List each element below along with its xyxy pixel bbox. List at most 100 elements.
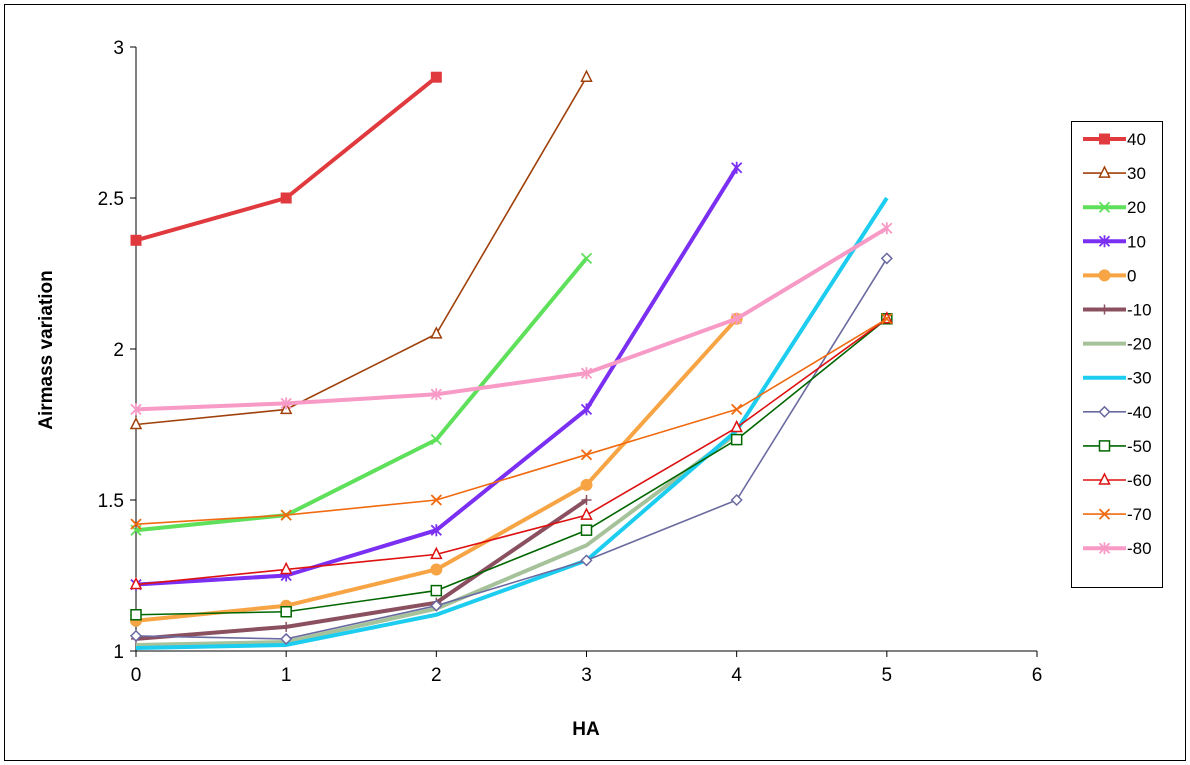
data-point <box>280 509 292 521</box>
data-point <box>430 388 442 401</box>
data-point <box>430 584 443 597</box>
data-point <box>430 326 443 339</box>
data-point <box>280 632 293 645</box>
x-tick-label: 0 <box>131 665 142 686</box>
legend-label: -80 <box>1127 539 1152 558</box>
series--70 <box>130 313 893 530</box>
series--80 <box>130 222 893 416</box>
data-point <box>1098 201 1111 213</box>
y-tick-label: 2.5 <box>98 189 124 210</box>
data-point <box>580 69 593 82</box>
data-point <box>1098 440 1111 452</box>
legend-item: -10 <box>1083 301 1152 320</box>
legend-label: 30 <box>1127 164 1146 183</box>
data-point <box>731 312 743 325</box>
data-point <box>280 397 292 410</box>
axes: 11.522.530 1 2 3 4 5 6 <box>98 38 1043 686</box>
data-point <box>129 629 143 642</box>
data-point <box>130 234 142 246</box>
series-line <box>135 318 888 525</box>
data-point <box>280 192 292 204</box>
data-point <box>1098 269 1111 282</box>
data-point <box>1099 304 1110 315</box>
series-line <box>135 76 588 426</box>
x-tick-label: 4 <box>731 665 742 686</box>
data-point <box>580 367 593 380</box>
y-axis-title: Airmass variation <box>36 270 57 429</box>
series-line <box>135 498 588 641</box>
data-point <box>130 609 142 621</box>
data-point <box>580 507 593 520</box>
data-point <box>580 478 593 491</box>
x-tick-label: 5 <box>882 665 893 686</box>
y-tick-label: 1 <box>113 642 124 663</box>
data-point <box>430 494 442 506</box>
data-point <box>731 161 743 174</box>
y-tick-label: 2 <box>113 340 124 361</box>
data-point <box>731 403 743 416</box>
legend-item: -40 <box>1083 403 1152 422</box>
x-tick-label: 2 <box>431 665 442 686</box>
legend-item: -20 <box>1083 335 1152 354</box>
series-line <box>135 257 888 640</box>
legend: 40 30 20 10 0 -10 -20 -30 -40 -50 -60 -70 -80 <box>1071 121 1163 588</box>
data-point <box>279 561 293 575</box>
y-tick-label: 3 <box>113 38 124 59</box>
legend-item: 0 <box>1083 266 1136 285</box>
legend-items: 40 30 20 10 0 -10 -20 -30 -40 -50 -60 -70 -80 <box>1083 130 1152 558</box>
data-point <box>1098 405 1111 418</box>
data-point <box>430 599 443 612</box>
data-point <box>129 416 143 430</box>
legend-label: 40 <box>1127 130 1146 149</box>
data-point <box>730 433 743 446</box>
legend-label: -10 <box>1127 301 1152 320</box>
data-point <box>130 403 142 416</box>
data-point <box>580 524 593 536</box>
data-point <box>430 546 443 560</box>
data-point <box>1098 508 1111 520</box>
data-point <box>580 449 593 461</box>
data-point <box>430 433 442 446</box>
series-line <box>135 318 888 586</box>
data-point <box>1099 133 1110 145</box>
data-point <box>129 576 143 590</box>
data-point <box>730 419 743 433</box>
legend-label: -70 <box>1127 505 1152 524</box>
data-point <box>580 403 593 416</box>
data-point <box>730 493 743 507</box>
x-tick-label: 3 <box>581 665 592 686</box>
series-layer <box>129 69 894 650</box>
data-point <box>280 605 292 618</box>
x-axis-title: HA <box>572 719 600 740</box>
data-point <box>281 621 292 632</box>
legend-label: -50 <box>1127 437 1152 456</box>
data-point <box>581 495 592 505</box>
data-point <box>430 524 442 537</box>
data-point <box>880 252 893 265</box>
legend-label: 10 <box>1127 232 1146 251</box>
series-line <box>135 257 589 533</box>
data-point <box>430 563 443 576</box>
data-point <box>580 252 593 265</box>
series-40 <box>130 71 442 246</box>
x-tick-label: 6 <box>1032 665 1043 686</box>
legend-item: 40 <box>1083 130 1146 149</box>
data-point <box>881 313 893 325</box>
legend-item: -80 <box>1083 539 1152 558</box>
legend-label: 0 <box>1127 266 1136 285</box>
x-tick-label: 1 <box>281 665 292 686</box>
data-point <box>1098 235 1111 248</box>
legend-item: -60 <box>1083 471 1152 490</box>
series-line <box>135 196 889 650</box>
legend-label: -60 <box>1127 471 1152 490</box>
legend-item: -30 <box>1083 369 1152 388</box>
series--30 <box>135 196 889 650</box>
y-tick-label: 1.5 <box>98 491 124 512</box>
legend-item: 20 <box>1083 198 1146 217</box>
legend-label: 20 <box>1127 198 1146 217</box>
series-line <box>135 226 888 412</box>
data-point <box>1098 165 1111 178</box>
legend-label: -20 <box>1127 335 1152 354</box>
legend-item: -70 <box>1083 505 1152 524</box>
